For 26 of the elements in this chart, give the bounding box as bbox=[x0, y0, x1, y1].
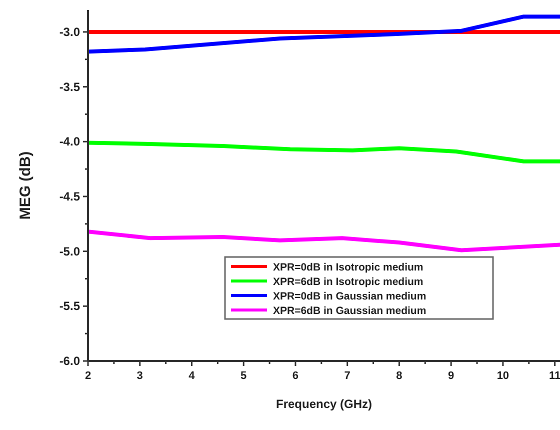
x-tick-label: 2 bbox=[84, 370, 92, 382]
x-axis-title: Frequency (GHz) bbox=[276, 397, 372, 411]
y-tick-label: -3.0 bbox=[59, 24, 80, 39]
y-tick-label: -4.0 bbox=[59, 134, 80, 149]
y-axis-title: MEG (dB) bbox=[17, 151, 34, 220]
y-tick-label: -5.5 bbox=[59, 299, 80, 314]
y-tick-label: -4.5 bbox=[59, 189, 80, 204]
line-series bbox=[88, 140, 560, 164]
x-tick-label: 9 bbox=[448, 370, 454, 382]
x-tick-label: 6 bbox=[292, 370, 299, 382]
legend-label: XPR=0dB in Isotropic medium bbox=[273, 262, 424, 274]
line-series bbox=[88, 14, 560, 54]
x-tick-label: 5 bbox=[240, 370, 247, 382]
x-tick-label: 11 bbox=[548, 370, 560, 382]
x-tick-label: 10 bbox=[496, 370, 510, 382]
y-tick-label: -5.0 bbox=[59, 244, 80, 258]
y-tick-label: -3.5 bbox=[59, 80, 80, 94]
x-tick-label: 3 bbox=[136, 370, 143, 382]
x-tick-label: 4 bbox=[188, 370, 196, 382]
x-tick-label: 8 bbox=[396, 370, 402, 382]
legend-label: XPR=6dB in Gaussian medium bbox=[273, 305, 426, 317]
legend-label: XPR=6dB in Isotropic medium bbox=[273, 276, 424, 288]
line-series bbox=[88, 230, 560, 252]
y-tick-label: -6.0 bbox=[59, 354, 80, 368]
legend-label: XPR=0dB in Gaussian medium bbox=[273, 290, 426, 302]
x-tick-label: 7 bbox=[344, 370, 350, 382]
